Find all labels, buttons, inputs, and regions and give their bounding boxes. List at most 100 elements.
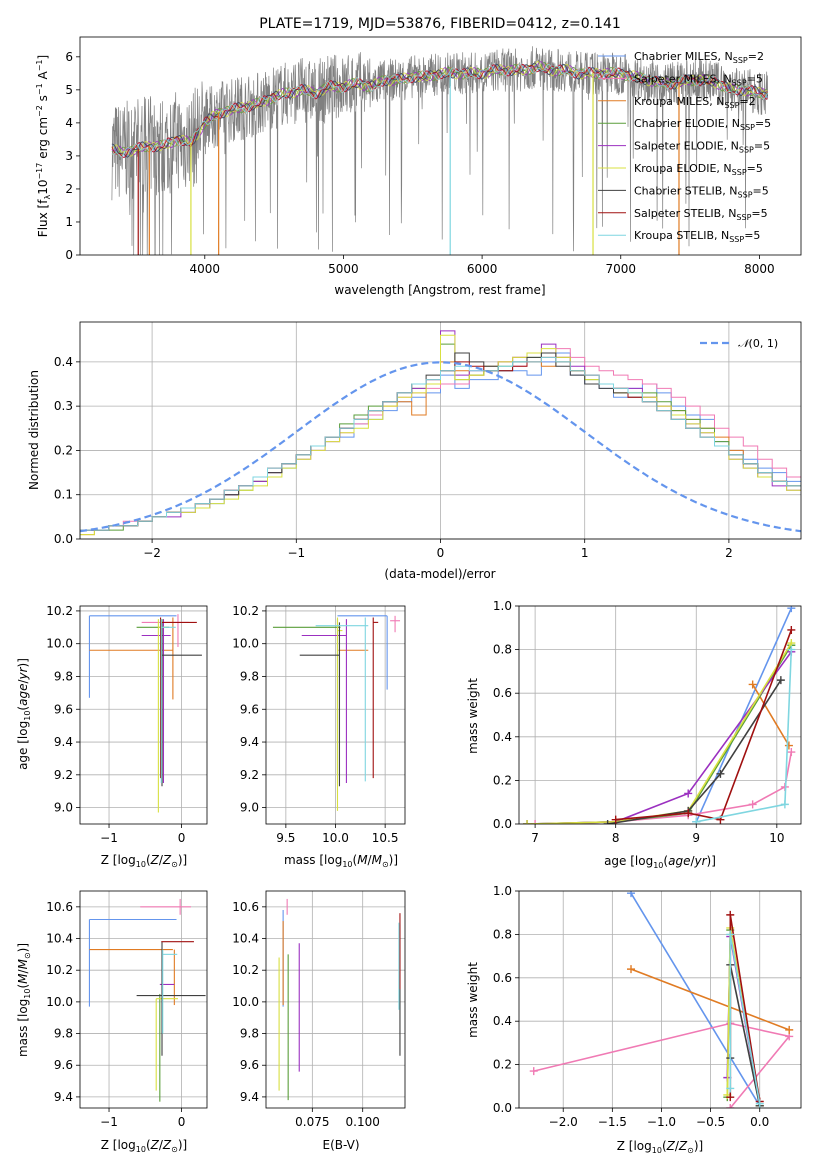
weight_vs_Z-frame [518,890,802,1109]
age_vs_mass-xticklabel-0: 9.5 [276,831,295,845]
mass_vs_Z-yticklabel-2: 9.8 [54,1027,73,1041]
weight_vs_age-line-5 [527,642,792,824]
mass_vs_Z-yticklabel-1: 9.6 [54,1058,73,1072]
mass_vs_ebv-yticklabel-0: 9.4 [240,1090,259,1104]
age_vs_mass-yticklabel-0: 9.0 [240,801,259,815]
weight_vs_Z-marker-1-0 [529,1067,538,1076]
residual-histogram-panel: (data-model)/error Normed distribution −… [27,321,802,581]
spectrum-legend-label-1: Salpeter MILES, NSSP=5 [634,72,763,87]
age_vs_mass-xticklabel-1: 10.0 [322,831,349,845]
residuals-legend-label: 𝒩(0, 1) [738,337,778,350]
mass-vs-ebv-xlabel: E(B-V) [322,1138,359,1152]
mass-vs-Z-xlabel: Z [log10(Z/Z⊙)] [101,1138,187,1154]
weight_vs_Z-marker-8-0 [726,1084,735,1093]
mass-vs-ebv-panel: E(B-V) 0.075 0.100 9.4 9.6 9.8 10.0 10.2 10.4 10… [232,890,406,1152]
mass_vs_Z-plot-area [88,898,206,1102]
spectrum-model-6 [111,62,768,158]
spectrum-legend-label-5: Kroupa ELODIE, NSSP=5 [634,162,763,177]
spectrum-legend-label-0: Chabrier MILES, NSSP=2 [634,50,764,65]
mass_vs_ebv-frame [265,890,406,1109]
residuals-xticklabel-4: 2 [725,546,733,560]
weight_vs_age-yticklabel-2: 0.4 [493,730,512,744]
weight-vs-age-xlabel: age [log10(age/yr)] [604,854,716,870]
spectrum-panel: PLATE=1719, MJD=53876, FIBERID=0412, z=0… [35,16,802,297]
residuals-xticklabel-2: 0 [437,546,445,560]
age_vs_Z-yticklabel-2: 9.4 [54,735,73,749]
weight_vs_Z-xticklabel-3: −0.5 [696,1115,725,1129]
spectrum-legend-label-2: Kroupa MILES, NSSP=2 [634,95,756,110]
age-vs-mass-xlabel: mass [log10(M/M⊙)] [284,853,398,869]
weight_vs_Z-yticklabel-0: 0.0 [493,1101,512,1115]
weight_vs_age-marker-8-0 [692,817,701,824]
mass_vs_Z-yticklabel-3: 10.0 [46,995,73,1009]
mass_vs_Z-yticklabel-6: 10.6 [46,900,73,914]
weight_vs_age-marker-6-2 [716,769,725,778]
age_vs_Z-xticklabel-0: −1 [100,831,118,845]
weight_vs_age-frame [518,605,802,825]
spectrum-yticklabel-5: 5 [65,83,73,97]
age_vs_Z-xticklabel-1: 0 [178,831,186,845]
weight_vs_age-yticklabel-5: 1.0 [493,599,512,613]
age_vs_mass-xticklabel-2: 10.5 [372,831,399,845]
weight_vs_age-yticklabel-1: 0.2 [493,773,512,787]
spectrum-legend-label-6: Chabrier STELIB, NSSP=5 [634,184,769,199]
spectrum-xticklabel-3: 7000 [605,262,636,276]
age_vs_Z-yticklabel-3: 9.6 [54,702,73,716]
weight-vs-Z-xlabel: Z [log10(Z/Z⊙)] [617,1139,703,1155]
residuals-xticklabel-3: 1 [581,546,589,560]
age_vs_mass-yticklabel-2: 9.4 [240,735,259,749]
weight_vs_age-marker-7-0 [611,815,620,824]
mass_vs_ebv-yticklabel-1: 9.6 [240,1058,259,1072]
mass_vs_ebv-xticklabel-1: 0.100 [346,1115,380,1129]
weight_vs_Z-marker-2-0 [627,965,636,974]
age-vs-metallicity-panel: Z [log10(Z/Z⊙)] age [log10(age/yr)] −1 0 9… [16,604,208,869]
residuals-yticklabel-2: 0.2 [54,443,73,457]
spectrum-legend-label-3: Chabrier ELODIE, NSSP=5 [634,117,771,132]
spectrum-legend-label-8: Kroupa STELIB, NSSP=5 [634,229,760,244]
weight_vs_age-yticklabel-0: 0.0 [493,817,512,831]
weight_vs_Z-marker-7-0 [726,1093,735,1102]
spectrum-plot-area [111,46,769,255]
spectrum-legend-label-7: Salpeter STELIB, NSSP=5 [634,207,768,222]
spectrum-xticklabel-2: 6000 [467,262,498,276]
residuals-yticklabel-0: 0.0 [54,532,73,546]
residuals-ylabel: Normed distribution [27,370,41,490]
weight_vs_age-xticklabel-0: 7 [531,831,539,845]
weight_vs_Z-yticklabel-1: 0.2 [493,1058,512,1072]
residuals-yticklabel-1: 0.1 [54,488,73,502]
weight_vs_age-marker-1-0 [531,820,540,824]
weight_vs_age-xticklabel-1: 8 [612,831,620,845]
residuals-histogram-8 [80,356,801,539]
age_vs_Z-yticklabel-5: 10.0 [46,637,73,651]
age_vs_mass-yticklabel-1: 9.2 [240,768,259,782]
residuals-gaussian-curve [80,361,801,533]
spectrum-yticklabel-1: 1 [65,215,73,229]
age_vs_Z-frame [79,605,208,825]
weight_vs_age-yticklabel-3: 0.6 [493,686,512,700]
age_vs_mass-yticklabel-5: 10.0 [232,637,259,651]
mass_vs_Z-xticklabel-1: 0 [178,1115,186,1129]
weight_vs_age-line-0 [695,607,793,823]
mass_vs_Z-yticklabel-4: 10.2 [46,963,73,977]
weight-vs-age-ylabel: mass weight [466,678,480,754]
mass_vs_Z-frame [79,890,208,1109]
weight_vs_age-marker-8-2 [787,645,796,654]
weight_vs_Z-xticklabel-2: −1.0 [647,1115,676,1129]
weight_vs_Z-xticklabel-1: −1.5 [598,1115,627,1129]
age_vs_Z-yticklabel-4: 9.8 [54,669,73,683]
spectrum-xticklabel-4: 8000 [744,262,775,276]
spectrum-ylabel: Flux [fλ10−17 erg cm−2 s−1 A−1] [35,55,52,237]
weight-vs-Z-ylabel: mass weight [466,962,480,1038]
mass_vs_ebv-yticklabel-4: 10.2 [232,963,259,977]
residuals-xticklabel-1: −1 [287,546,305,560]
residuals-yticklabel-3: 0.3 [54,399,73,413]
age-vs-mass-panel: mass [log10(M/M⊙)] 9.5 10.0 10.5 9.0 9.2 9.4 9… [232,604,406,869]
age-vs-Z-xlabel: Z [log10(Z/Z⊙)] [101,853,187,869]
weight_vs_age-marker-7-3 [787,625,796,634]
age_vs_mass-yticklabel-3: 9.6 [240,702,259,716]
weight_vs_Z-xticklabel-4: 0.0 [750,1115,769,1129]
weight_vs_age-xticklabel-3: 10 [769,831,784,845]
age_vs_mass-frame [265,605,406,825]
weight_vs_age-line-1 [535,751,793,824]
